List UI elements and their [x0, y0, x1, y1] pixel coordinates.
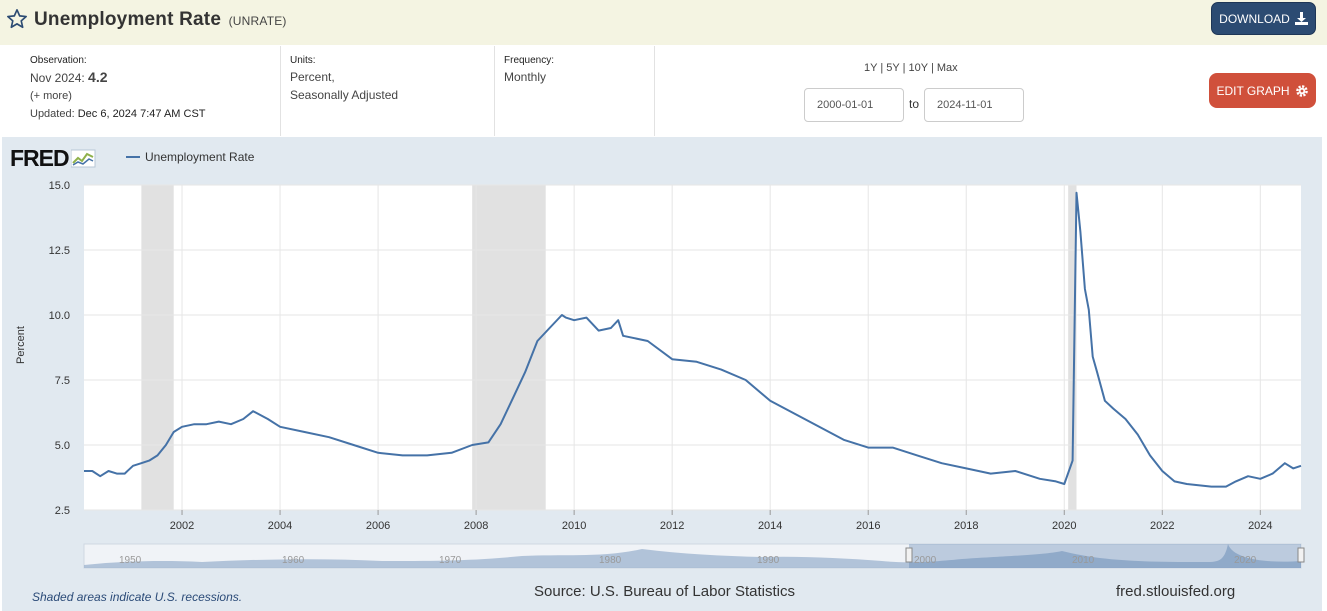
- line-chart[interactable]: 15.0 12.5 10.0 7.5 5.0 2.5 2002 2004 2006 2008 20…: [2, 137, 1322, 611]
- recession-band: [1068, 185, 1077, 510]
- more-link[interactable]: (+ more): [30, 90, 72, 102]
- range-navigator[interactable]: 1950 1960 1970 1980 1990 2000 2010 2020: [83, 543, 1305, 569]
- to-label: to: [909, 97, 920, 111]
- navigator-area: [84, 544, 1301, 568]
- recession-band: [472, 185, 546, 510]
- y-tick-label: 12.5: [49, 245, 70, 257]
- recession-note: Shaded areas indicate U.S. recessions.: [32, 590, 243, 604]
- star-icon[interactable]: [6, 8, 28, 30]
- navigator-decade-label: 1960: [282, 555, 305, 566]
- range-5y[interactable]: 5Y: [886, 62, 900, 74]
- frequency-value: Monthly: [504, 70, 547, 84]
- range-separator: |: [902, 62, 906, 74]
- x-tick-label: 2012: [660, 520, 684, 532]
- updated-label: Updated:: [30, 108, 75, 120]
- x-tick-label: 2002: [170, 520, 194, 532]
- plot-background: [84, 185, 1301, 510]
- x-tick-label: 2004: [268, 520, 292, 532]
- y-tick-label: 2.5: [55, 505, 70, 517]
- range-1y[interactable]: 1Y: [864, 62, 878, 74]
- range-selector: 1Y | 5Y | 10Y | Max: [864, 62, 958, 74]
- units-line1: Percent,: [290, 70, 335, 84]
- title-bar: Unemployment Rate (UNRATE) DOWNLOAD: [0, 0, 1327, 45]
- download-label: DOWNLOAD: [1219, 11, 1290, 26]
- series-code: (UNRATE): [228, 14, 287, 28]
- download-button[interactable]: DOWNLOAD: [1211, 2, 1316, 35]
- edit-graph-label: EDIT GRAPH: [1216, 83, 1290, 98]
- x-tick-label: 2018: [954, 520, 978, 532]
- page-title: Unemployment Rate (UNRATE): [34, 9, 287, 31]
- range-separator: |: [930, 62, 934, 74]
- units-panel: Units: Percent, Seasonally Adjusted: [281, 46, 495, 136]
- chart-logo-icon: [70, 149, 96, 168]
- updated-line: Updated: Dec 6, 2024 7:47 AM CST: [30, 105, 280, 123]
- x-tick-label: 2006: [366, 520, 390, 532]
- observation-line: Nov 2024: 4.2: [30, 68, 280, 87]
- range-max[interactable]: Max: [936, 62, 958, 74]
- download-icon: [1294, 12, 1308, 25]
- navigator-decade-label: 1990: [757, 555, 780, 566]
- observation-value: 4.2: [88, 69, 108, 85]
- frequency-panel: Frequency: Monthly: [495, 46, 655, 136]
- navigator-left-handle[interactable]: [905, 547, 913, 563]
- edit-graph-button[interactable]: EDIT GRAPH: [1209, 73, 1316, 108]
- fred-logo-text: FRED: [10, 145, 70, 171]
- x-tick-label: 2008: [464, 520, 488, 532]
- observation-panel: Observation: Nov 2024: 4.2 (+ more) Upda…: [0, 46, 281, 136]
- units-line2: Seasonally Adjusted: [290, 88, 399, 102]
- range-10y[interactable]: 10Y: [908, 62, 928, 74]
- gear-icon: [1295, 84, 1308, 97]
- x-tick-label: 2010: [562, 520, 586, 532]
- y-tick-label: 10.0: [49, 310, 70, 322]
- x-tick-label: 2022: [1150, 520, 1174, 532]
- navigator-decade-label: 1950: [119, 555, 142, 566]
- range-separator: |: [880, 62, 884, 74]
- updated-value: Dec 6, 2024 7:47 AM CST: [77, 108, 206, 120]
- series-line-unemployment-rate[interactable]: [84, 191, 1302, 488]
- units-label: Units:: [290, 55, 316, 66]
- x-tick-label: 2024: [1248, 520, 1272, 532]
- series-title: Unemployment Rate: [34, 9, 222, 30]
- legend-swatch: [126, 156, 140, 158]
- observation-period: Nov 2024:: [30, 71, 85, 85]
- navigator-right-handle[interactable]: [1297, 547, 1305, 563]
- x-tick-label: 2014: [758, 520, 782, 532]
- fred-url[interactable]: fred.stlouisfed.org: [1116, 583, 1236, 600]
- end-date-input[interactable]: [924, 88, 1024, 122]
- source-text: Source: U.S. Bureau of Labor Statistics: [534, 583, 795, 600]
- start-date-input[interactable]: [804, 88, 904, 122]
- x-tick-label: 2016: [856, 520, 880, 532]
- navigator-decade-label: 2020: [1234, 555, 1257, 566]
- navigator-selection[interactable]: [909, 544, 1301, 568]
- x-tick-label: 2020: [1052, 520, 1076, 532]
- y-tick-label: 5.0: [55, 440, 70, 452]
- legend-label[interactable]: Unemployment Rate: [145, 150, 255, 164]
- navigator-decade-label: 1980: [599, 555, 622, 566]
- navigator-decade-label: 1970: [439, 555, 462, 566]
- y-tick-label: 15.0: [49, 180, 70, 192]
- frequency-label: Frequency:: [504, 55, 555, 66]
- observation-label: Observation:: [30, 55, 87, 66]
- navigator-decade-label: 2000: [914, 555, 937, 566]
- chart-area: FRED Unemployment Rate Percent 15.0 12.5 1…: [2, 137, 1322, 611]
- fred-logo[interactable]: FRED: [10, 145, 97, 172]
- y-tick-label: 7.5: [55, 375, 70, 387]
- navigator-decade-label: 2010: [1072, 555, 1095, 566]
